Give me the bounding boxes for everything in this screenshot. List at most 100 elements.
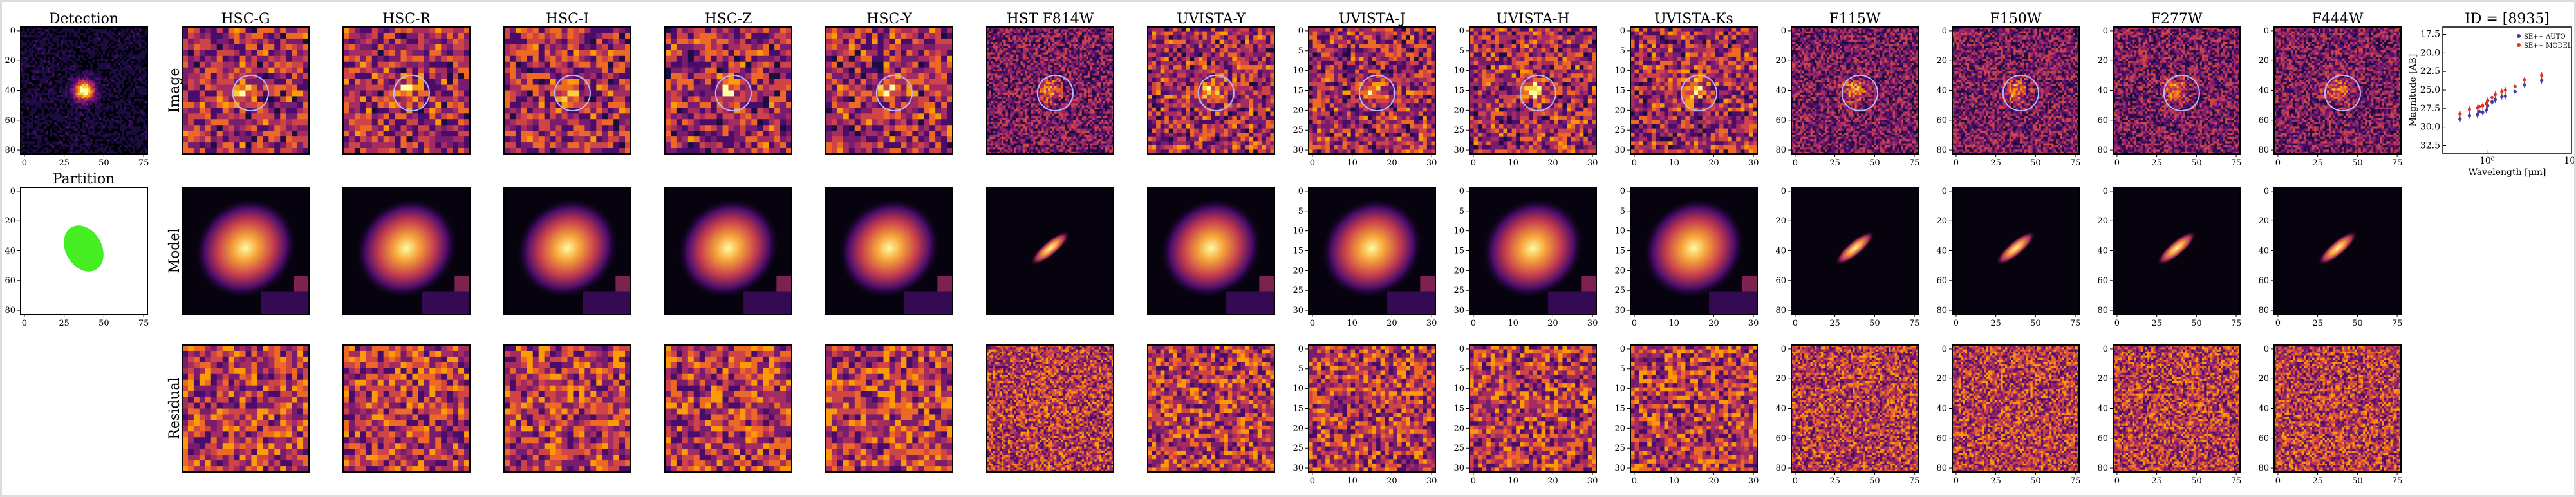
y-tick-label: 15	[1293, 86, 1303, 96]
y-tick-label: 60	[1936, 434, 1947, 444]
y-tick-label: 20	[1936, 56, 1947, 66]
y-tick-label: 60	[2258, 276, 2269, 286]
x-ticks-uvista-h-1: 0 10 20 30	[1471, 314, 1598, 328]
x-tick-label: 20	[1386, 319, 1397, 328]
x-tick-label: 50	[2191, 319, 2202, 328]
x-tick-label: 30	[1587, 158, 1598, 168]
x-tick-label: 50	[2030, 476, 2041, 486]
x-tick-label: 30	[1748, 158, 1759, 168]
residual-panel-uvista-j	[1309, 345, 1436, 473]
x-tick-label: 25	[2312, 476, 2323, 486]
y-tick-label: 80	[1775, 145, 1786, 155]
band-title-f444w: F444W	[2312, 11, 2364, 27]
y-tick-label: 30	[1453, 464, 1464, 473]
y-tick-label: 20	[5, 56, 15, 66]
y-tick-label: 0	[1459, 344, 1464, 354]
residual-panel-f444w	[2274, 345, 2402, 473]
x-tick-label: 25	[1829, 319, 1840, 328]
image-panel-hsc-y	[826, 27, 953, 155]
x-ticks-f277w-2: 0 25 50 75	[2114, 472, 2242, 486]
x-tick-label: 25	[1829, 158, 1840, 168]
sed-y-tick: 30.0	[2420, 122, 2440, 133]
y-tick-label: 5	[1298, 364, 1303, 374]
y-tick-label: 30	[1614, 464, 1625, 473]
y-tick-label: 10	[1293, 227, 1303, 236]
x-tick-label: 50	[2352, 158, 2363, 168]
x-tick-label: 0	[1954, 476, 1959, 486]
x-tick-label: 30	[1587, 319, 1598, 328]
residual-panel-f277w	[2113, 345, 2241, 473]
y-tick-label: 15	[1614, 247, 1625, 256]
x-ticks-f115w-0: 0 25 50 75	[1793, 154, 1920, 168]
model-panel-uvista-h	[1461, 177, 1605, 319]
x-tick-label: 50	[2352, 319, 2363, 328]
y-tick-label: 60	[1936, 276, 1947, 286]
y-tick-label: 0	[1459, 26, 1464, 36]
y-tick-label: 20	[1453, 266, 1464, 276]
x-tick-label: 50	[2030, 319, 2041, 328]
x-ticks-f444w-2: 0 25 50 75	[2275, 472, 2403, 486]
sed-y-tick: 22.5	[2420, 66, 2440, 77]
x-tick-label: 20	[1547, 319, 1558, 328]
band-title-uvista-ks: UVISTA-Ks	[1654, 11, 1733, 27]
y-tick-label: 80	[2097, 306, 2108, 315]
x-tick-label: 30	[1748, 476, 1759, 486]
y-tick-label: 25	[1614, 126, 1625, 135]
x-tick-label: 30	[1587, 476, 1598, 486]
x-tick-label: 25	[2151, 158, 2162, 168]
y-tick-label: 40	[5, 247, 15, 256]
sed-legend-label: SE++ AUTO	[2524, 33, 2566, 41]
x-tick-label: 0	[22, 158, 27, 168]
sed-y-tick: 25.0	[2420, 85, 2440, 95]
image-panel-uvista-ks	[1630, 27, 1758, 155]
y-tick-label: 0	[1620, 187, 1625, 196]
y-tick-label: 60	[2097, 116, 2108, 126]
x-tick-label: 0	[1793, 319, 1798, 328]
x-tick-label: 50	[2352, 476, 2363, 486]
y-tick-label: 60	[1936, 116, 1947, 126]
y-tick-label: 80	[1936, 464, 1947, 473]
y-tick-label: 10	[1453, 227, 1464, 236]
x-tick-label: 0	[1310, 158, 1315, 168]
model-panel-f115w	[1791, 187, 1918, 314]
y-tick-label: 40	[1775, 404, 1786, 414]
x-ticks-f115w-2: 0 25 50 75	[1793, 472, 1920, 486]
x-tick-label: 75	[2392, 158, 2403, 168]
image-panel-f444w	[2274, 27, 2402, 155]
x-tick-label: 10	[1347, 476, 1358, 486]
y-tick-label: 0	[1459, 187, 1464, 196]
band-title-hsc-r: HSC-R	[382, 11, 432, 27]
band-title-f115w: F115W	[1829, 11, 1881, 27]
x-tick-label: 0	[1632, 158, 1637, 168]
y-tick-label: 15	[1614, 404, 1625, 414]
y-tick-label: 15	[1453, 86, 1464, 96]
x-tick-label: 75	[1909, 476, 1920, 486]
y-tick-label: 80	[1775, 306, 1786, 315]
y-tick-label: 0	[1620, 26, 1625, 36]
image-panel-uvista-j	[1309, 27, 1436, 155]
image-panel-hsc-z	[665, 27, 792, 155]
x-tick-label: 10	[1507, 476, 1518, 486]
y-tick-label: 40	[2097, 86, 2108, 96]
residual-panel-uvista-ks	[1630, 345, 1758, 473]
y-tick-label: 80	[2097, 464, 2108, 473]
y-tick-label: 25	[1453, 444, 1464, 453]
y-tick-label: 30	[1293, 145, 1303, 155]
x-tick-label: 0	[1632, 319, 1637, 328]
x-ticks-f444w-1: 0 25 50 75	[2275, 314, 2403, 328]
y-tick-label: 80	[5, 306, 15, 315]
model-panel-uvista-ks	[1622, 177, 1766, 319]
x-tick-label: 0	[1954, 158, 1959, 168]
y-tick-label: 0	[2264, 344, 2269, 354]
x-tick-label: 25	[59, 319, 70, 328]
y-tick-label: 15	[1293, 404, 1303, 414]
x-tick-label: 0	[1793, 476, 1798, 486]
x-tick-label: 0	[22, 319, 27, 328]
x-tick-label: 0	[2114, 158, 2120, 168]
residual-panel-uvista-y	[1148, 345, 1275, 473]
y-tick-label: 10	[1614, 66, 1625, 76]
